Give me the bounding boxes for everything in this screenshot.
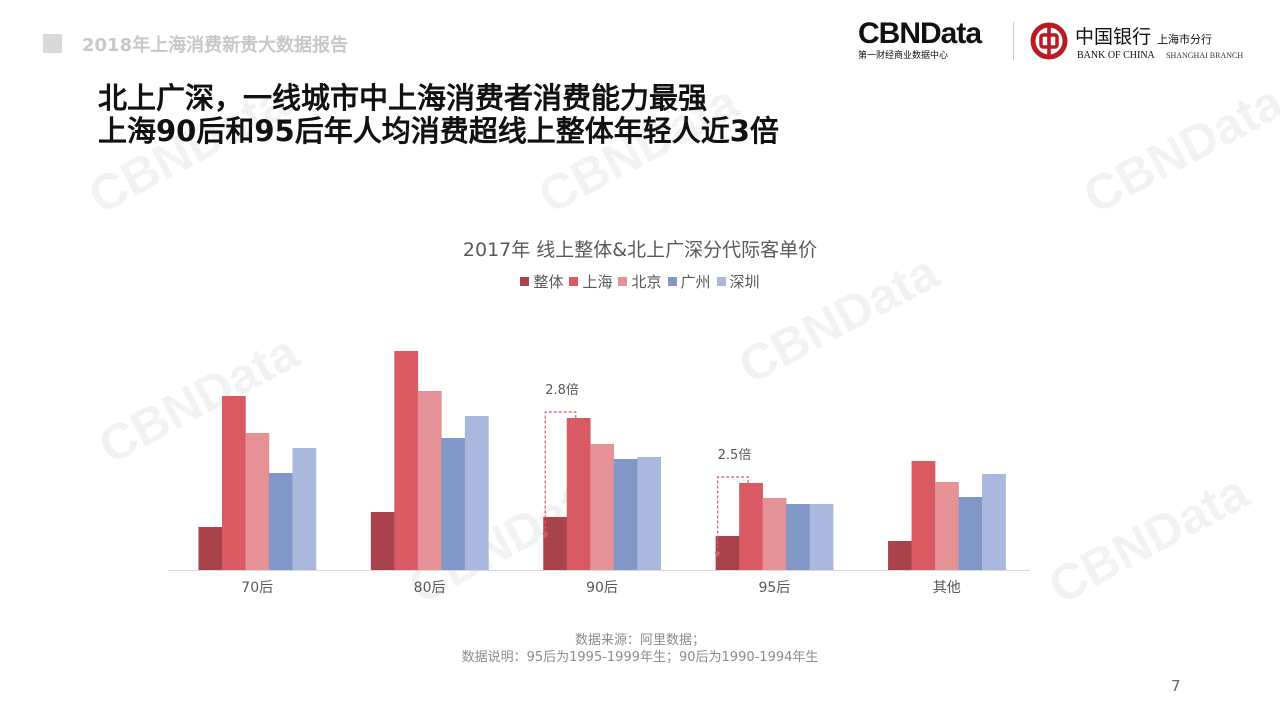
headline-line2: 上海90后和95后年人均消费超线上整体年轻人近3倍	[98, 114, 779, 148]
bar-北京	[935, 482, 959, 570]
annotation-bracket	[717, 476, 749, 554]
legend-swatch	[667, 277, 677, 286]
annotation-label: 2.8倍	[545, 383, 579, 398]
annotation-bracket	[544, 411, 577, 535]
bar-广州	[268, 473, 293, 570]
data-source: 数据来源：阿里数据；	[574, 633, 705, 648]
bar-整体	[888, 541, 912, 570]
bar-深圳	[292, 448, 317, 570]
headline: 北上广深，一线城市中上海消费者消费能力最强 上海90后和95后年人均消费超线上整…	[98, 82, 779, 148]
annotation-arrow-icon	[542, 533, 549, 539]
legend-item: 整体	[520, 271, 563, 292]
legend-label: 北京	[631, 273, 662, 291]
bar-上海	[394, 351, 419, 570]
bar-北京	[762, 498, 787, 570]
bar-上海	[566, 418, 591, 570]
legend-label: 整体	[533, 273, 564, 291]
bar-深圳	[809, 504, 834, 570]
x-tick-label: 其他	[933, 580, 961, 596]
bar-深圳	[982, 474, 1006, 570]
boc-name-cn: 中国银行	[1075, 26, 1152, 48]
x-tick-label: 70后	[241, 580, 273, 596]
annotation-label: 2.5倍	[718, 448, 752, 463]
annotation-arrow-icon	[714, 552, 721, 558]
x-tick-label: 90后	[586, 580, 618, 596]
bar-深圳	[464, 416, 489, 570]
header-square	[43, 34, 62, 53]
bar-广州	[786, 504, 810, 570]
report-title: 2018年上海消费新贵大数据报告	[82, 35, 349, 56]
legend-swatch	[618, 277, 628, 286]
chart-title: 2017年 线上整体&北上广深分代际客单价	[462, 239, 818, 261]
boc-name-en: BANK OF CHINA	[1077, 50, 1155, 61]
legend-swatch	[569, 277, 579, 286]
legend-label: 深圳	[729, 273, 760, 291]
logo-divider	[1013, 22, 1014, 60]
chart-legend: 整体 上海 北京 广州 深圳	[0, 271, 1280, 292]
page-number: 7	[1171, 677, 1181, 695]
legend-item: 北京	[618, 271, 662, 292]
bar-广州	[613, 459, 638, 570]
cbndata-logo-sub: 第一财经商业数据中心	[858, 51, 949, 61]
legend-label: 广州	[680, 273, 711, 291]
legend-item: 上海	[569, 271, 612, 292]
headline-line1: 北上广深，一线城市中上海消费者消费能力最强	[98, 81, 708, 115]
bar-整体	[370, 512, 395, 570]
legend-swatch	[716, 277, 726, 286]
boc-branch-en: SHANGHAI BRANCH	[1166, 51, 1244, 60]
legend-swatch	[520, 277, 530, 286]
bar-北京	[245, 433, 270, 570]
legend-item: 深圳	[716, 271, 760, 292]
x-tick-label: 80后	[414, 580, 446, 596]
bank-of-china-logo-icon	[1030, 22, 1068, 60]
cbndata-logo: CBNData 第一财经商业数据中心	[858, 17, 982, 62]
bar-广州	[441, 438, 466, 570]
bar-深圳	[637, 457, 662, 570]
cbndata-logo-text: CBNData	[858, 17, 982, 50]
legend-item: 广州	[667, 271, 711, 292]
bar-上海	[221, 396, 246, 570]
x-tick-label: 95后	[758, 580, 790, 596]
bar-广州	[958, 497, 983, 570]
bar-上海	[911, 461, 936, 570]
bar-整体	[198, 527, 223, 570]
boc-branch-cn: 上海市分行	[1157, 33, 1212, 46]
legend-label: 上海	[582, 273, 613, 291]
data-note: 数据说明：95后为1995-1999年生；90后为1990-1994年生	[461, 650, 819, 665]
bar-北京	[590, 444, 615, 570]
bar-上海	[739, 483, 763, 570]
bar-整体	[715, 536, 740, 570]
bar-北京	[417, 391, 442, 570]
bar-整体	[543, 517, 568, 570]
